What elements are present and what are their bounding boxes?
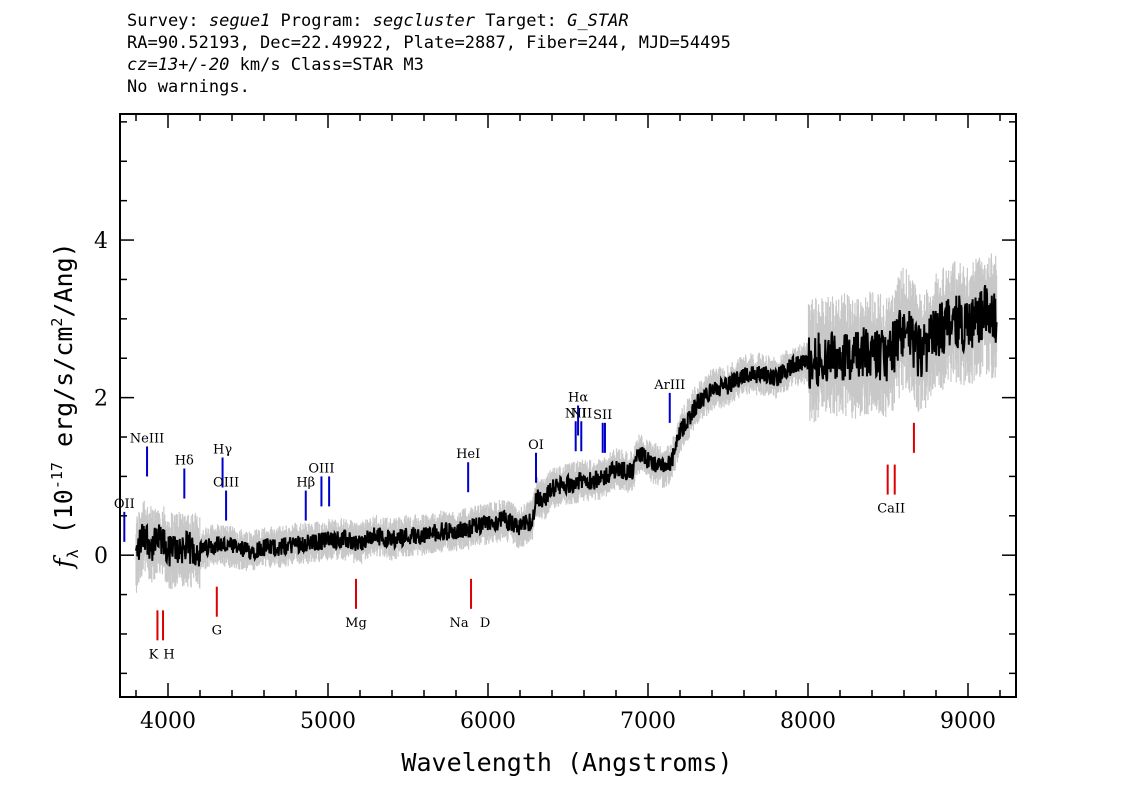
cz-value: =13+/-20 — [147, 55, 230, 75]
absorption-label: CaII — [877, 502, 905, 517]
tick-layer: 4000 5000 6000 7000 8000 9000 0 2 4 — [94, 114, 1016, 734]
y-tick-label: 0 — [94, 544, 108, 569]
emission-label: NII — [565, 406, 587, 421]
y-axis-lambda: λ — [64, 549, 82, 558]
emission-label: SII — [593, 408, 612, 423]
emission-label: NII — [570, 406, 592, 421]
emission-label: Hα — [568, 391, 588, 406]
cz-label: cz — [127, 55, 148, 75]
y-axis-title: fλ (10-17 erg/s/cm2/Ang) — [48, 242, 82, 569]
y-tick-label: 2 — [94, 387, 108, 412]
x-tick-label: 9000 — [940, 709, 996, 734]
absorption-label: Na — [449, 616, 468, 631]
emission-label: OII — [114, 497, 135, 512]
survey-label: Survey: — [127, 11, 209, 31]
x-tick-label: 8000 — [780, 709, 836, 734]
x-tick-label: 5000 — [300, 709, 356, 734]
y-axis-exponent: -17 — [48, 462, 66, 489]
program-value: segcluster — [372, 11, 476, 31]
emission-label: Hδ — [175, 454, 194, 469]
emission-label: Hβ — [296, 476, 315, 491]
emission-label: ArIII — [653, 378, 685, 393]
absorption-label: H — [163, 647, 174, 662]
emission-label: Hγ — [213, 442, 232, 457]
x-axis-title: Wavelength (Angstroms) — [401, 748, 732, 777]
absorption-label: K — [149, 647, 159, 662]
program-label: Program: — [270, 11, 373, 31]
absorption-label: D — [480, 616, 490, 631]
survey-value: segue1 — [208, 11, 271, 31]
y-tick-label: 4 — [94, 229, 108, 254]
emission-label: NeIII — [130, 431, 164, 446]
x-tick-label: 6000 — [460, 709, 516, 734]
y-axis-open: (10 — [49, 489, 78, 549]
svg-text:fλ (10-17 erg/s/cm2/Ang): fλ (10-17 erg/s/cm2/Ang) — [48, 242, 82, 569]
target-label: Target: — [475, 11, 568, 31]
y-axis-f: f — [49, 555, 78, 570]
flux-line — [135, 285, 998, 567]
emission-label: OIII — [308, 461, 334, 476]
header-line-redshift: cz=13+/-20 km/s Class=STAR M3 — [127, 54, 1027, 76]
target-value: G_STAR — [567, 11, 629, 31]
x-tick-label: 4000 — [140, 709, 196, 734]
absorption-label: G — [212, 624, 222, 639]
emission-label: OI — [528, 438, 544, 453]
class-text: km/s Class=STAR M3 — [229, 55, 424, 75]
y-axis-exponent-2: 2 — [48, 318, 66, 327]
plot-frame — [119, 113, 1017, 698]
x-tick-label: 7000 — [620, 709, 676, 734]
header-line-coordinates: RA=90.52193, Dec=22.49922, Plate=2887, F… — [127, 33, 731, 53]
spectrum-header: Survey: segue1 Program: segcluster Targe… — [127, 10, 1027, 98]
emission-label: HeI — [456, 447, 480, 462]
emission-label: OIII — [213, 476, 239, 491]
header-line-warnings: No warnings. — [127, 77, 250, 97]
header-line-survey: Survey: segue1 Program: segcluster Targe… — [127, 10, 1027, 32]
y-axis-close: /Ang) — [49, 242, 78, 317]
y-axis-units: erg/s/cm — [49, 327, 78, 462]
absorption-label: Mg — [345, 616, 367, 631]
flux-layer — [135, 285, 998, 567]
